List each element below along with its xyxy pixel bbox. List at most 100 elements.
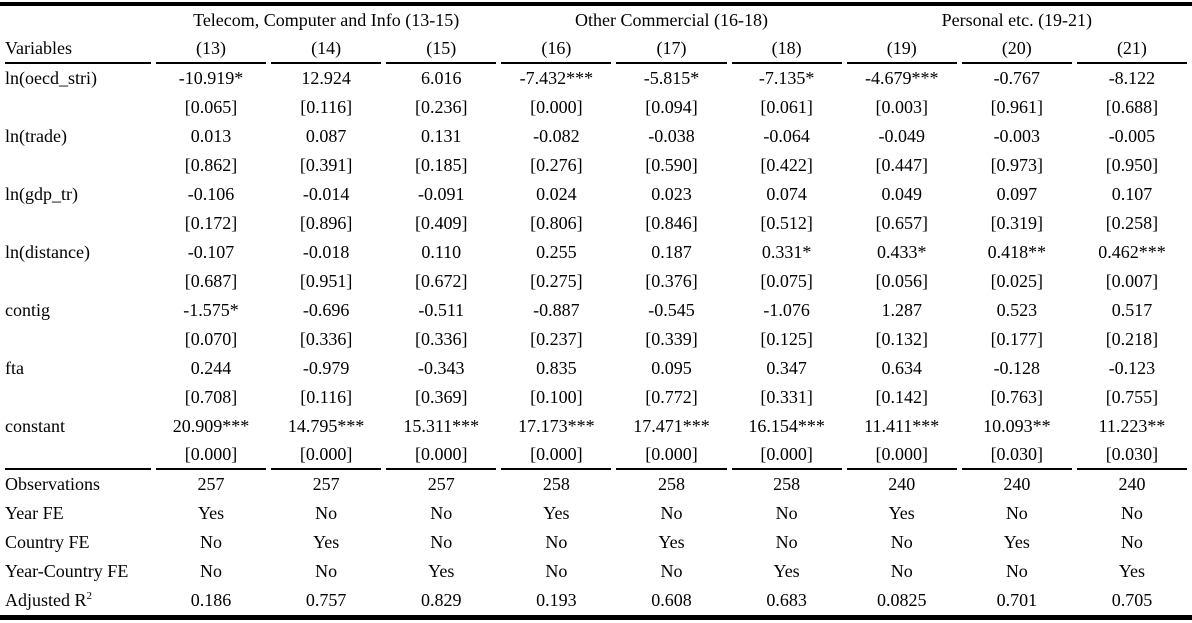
summary-row: Year FE Yes No No Yes No No Yes No No xyxy=(5,499,1187,528)
pvalue: [0.065] xyxy=(184,97,238,117)
pvalue: [0.000] xyxy=(530,97,583,117)
superscript: 2 xyxy=(86,590,93,602)
coefficient-value: -0.003 xyxy=(993,126,1041,146)
summary-value: Yes xyxy=(1118,561,1146,581)
pvalue: [0.336] xyxy=(299,329,353,349)
coefficient-value: 0.523 xyxy=(996,300,1038,320)
pvalue: [0.512] xyxy=(760,213,813,233)
coefficient-row: ln(trade) 0.013 0.087 0.131 -0.082 -0.038 -0.0… xyxy=(5,122,1187,151)
pvalue: [0.070] xyxy=(184,329,238,349)
summary-value: Yes xyxy=(773,561,800,581)
variable-name-empty xyxy=(5,383,151,412)
summary-value: Yes xyxy=(197,503,225,523)
variable-name-empty xyxy=(5,209,151,238)
coefficient-value: 0.107 xyxy=(1111,184,1153,204)
group-header-personal-etc: Personal etc. (19-21) xyxy=(941,10,1093,30)
coefficient-row: ln(oecd_stri) -10.919* 12.924 6.016 -7.432**… xyxy=(5,64,1187,93)
coefficient-row: contig -1.575* -0.696 -0.511 -0.887 -0.545 -1.… xyxy=(5,296,1187,325)
coefficient-row: fta 0.244 -0.979 -0.343 0.835 0.095 0.347 0.634… xyxy=(5,354,1187,383)
pvalue: [0.094] xyxy=(645,97,698,117)
group-header-empty xyxy=(5,6,151,35)
pvalue: [0.003] xyxy=(875,97,928,117)
summary-row: Observations 257 257 257 258 258 258 240 240 240 xyxy=(5,470,1187,499)
pvalue: [0.672] xyxy=(415,271,468,291)
pvalue-row: [0.070] [0.336] [0.336] [0.237] [0.339] [0.12… xyxy=(5,325,1187,354)
coefficient-value: -8.122 xyxy=(1108,68,1156,88)
pvalue: [0.336] xyxy=(415,329,468,349)
variable-name-empty xyxy=(5,325,151,354)
pvalue: [0.409] xyxy=(415,213,468,233)
variable-name: fta xyxy=(5,358,24,378)
coefficient-value: -0.343 xyxy=(418,358,465,378)
coefficient-value: -0.049 xyxy=(878,126,925,146)
variable-name: ln(trade) xyxy=(5,126,67,146)
coefficient-value: 0.347 xyxy=(766,358,807,378)
pvalue: [0.000] xyxy=(386,441,497,470)
pvalue: [0.237] xyxy=(530,329,583,349)
coefficient-value: -10.919* xyxy=(178,68,244,88)
summary-value: 240 xyxy=(1003,474,1031,494)
summary-label: Country FE xyxy=(5,532,90,552)
summary-value: No xyxy=(1005,561,1028,581)
coefficient-value: 0.418** xyxy=(987,242,1047,262)
pvalue: [0.391] xyxy=(299,155,353,175)
coefficient-value: 0.095 xyxy=(651,358,692,378)
pvalue: [0.896] xyxy=(299,213,353,233)
summary-value: No xyxy=(545,532,568,552)
pvalue: [0.275] xyxy=(530,271,583,291)
summary-value: 258 xyxy=(542,474,570,494)
pvalue-row: [0.862] [0.391] [0.185] [0.276] [0.590] [0.42… xyxy=(5,151,1187,180)
summary-value: No xyxy=(660,503,683,523)
pvalue: [0.142] xyxy=(875,387,928,407)
variable-name: ln(distance) xyxy=(5,242,90,262)
column-header-19: (19) xyxy=(846,35,957,64)
coefficient-value: 12.924 xyxy=(301,68,351,88)
summary-row: Year-Country FE No No Yes No No Yes No No Yes xyxy=(5,557,1187,586)
variable-name: ln(oecd_stri) xyxy=(5,68,97,88)
pvalue: [0.000] xyxy=(501,441,612,470)
summary-value: No xyxy=(1120,503,1143,523)
coefficient-value: 0.187 xyxy=(651,242,692,262)
coefficient-value: 16.154*** xyxy=(748,416,825,436)
variable-name: ln(gdp_tr) xyxy=(5,184,78,204)
coefficient-value: -4.679*** xyxy=(864,68,939,88)
summary-value: No xyxy=(315,503,338,523)
coefficient-value: 0.634 xyxy=(881,358,922,378)
coefficient-value: 0.013 xyxy=(190,126,232,146)
coefficient-value: 11.223** xyxy=(1098,416,1166,436)
coefficient-value: 0.255 xyxy=(536,242,577,262)
pvalue: [0.075] xyxy=(760,271,813,291)
pvalue: [0.116] xyxy=(300,97,353,117)
column-header-variables: Variables xyxy=(5,35,151,64)
pvalue: [0.132] xyxy=(875,329,928,349)
variable-name: contig xyxy=(5,300,50,320)
coefficient-value: 0.244 xyxy=(190,358,232,378)
summary-value: 0.683 xyxy=(766,590,807,610)
variable-name-empty xyxy=(5,93,151,122)
pvalue: [0.177] xyxy=(990,329,1044,349)
coefficient-value: -0.511 xyxy=(418,300,465,320)
pvalue: [0.973] xyxy=(990,155,1044,175)
summary-value: 0.701 xyxy=(996,590,1038,610)
coefficient-value: -0.091 xyxy=(418,184,465,204)
pvalue: [0.687] xyxy=(184,271,238,291)
coefficient-value: -1.076 xyxy=(763,300,810,320)
summary-value: Yes xyxy=(543,503,570,523)
pvalue: [0.025] xyxy=(990,271,1044,291)
pvalue: [0.331] xyxy=(760,387,813,407)
summary-value: No xyxy=(890,532,913,552)
pvalue: [0.657] xyxy=(875,213,928,233)
pvalue: [0.590] xyxy=(645,155,698,175)
coefficient-value: -0.979 xyxy=(302,358,350,378)
pvalue: [0.000] xyxy=(731,441,842,470)
pvalue: [0.218] xyxy=(1105,329,1159,349)
pvalue: [0.000] xyxy=(271,441,382,470)
pvalue: [0.061] xyxy=(760,97,813,117)
pvalue: [0.951] xyxy=(299,271,353,291)
variable-name-empty xyxy=(5,267,151,296)
pvalue: [0.369] xyxy=(415,387,468,407)
coefficient-value: 0.131 xyxy=(421,126,462,146)
coefficient-value: 1.287 xyxy=(881,300,922,320)
coefficient-value: -0.767 xyxy=(993,68,1041,88)
